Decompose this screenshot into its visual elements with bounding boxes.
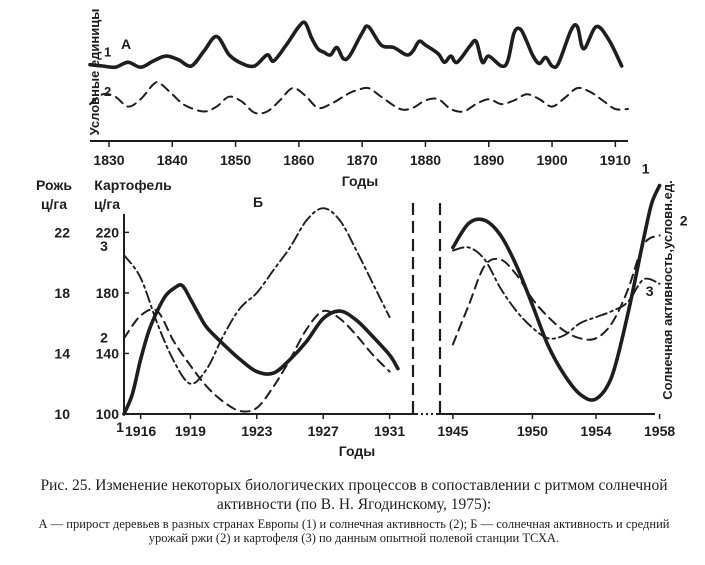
panel-a-x-tick-label: 1880 bbox=[410, 152, 441, 168]
panel-a-x-tick-label: 1840 bbox=[157, 152, 188, 168]
panel-a-x-tick-label: 1830 bbox=[93, 152, 124, 168]
rye-axis-tick-label: 10 bbox=[54, 406, 70, 422]
potato-axis-unit: ц/га bbox=[94, 196, 120, 212]
panel-b-x-tick-label: 1945 bbox=[437, 423, 468, 439]
panel-a-series-1-label: 1 bbox=[104, 45, 111, 60]
panel-b-label: Б bbox=[253, 194, 263, 210]
panel-b-x-tick-label: 1916 bbox=[125, 423, 156, 439]
panel-b-series-1-line bbox=[122, 283, 400, 416]
panel-b-x-tick-label: 1931 bbox=[374, 423, 405, 439]
panel-b-series-2-label: 2 bbox=[100, 329, 108, 345]
potato-axis-tick-label: 220 bbox=[96, 224, 120, 240]
panel-b-x-tick-label: 1954 bbox=[580, 423, 611, 439]
figure-25: Условные единицы А 1830 1840 1850 1860 1870 1… bbox=[36, 9, 688, 459]
rye-axis-tick-label: 14 bbox=[54, 345, 70, 361]
panel-b-x-tick-label: 1927 bbox=[308, 423, 339, 439]
solar-activity-axis-title: Солнечная активность,условн.ед. bbox=[660, 180, 675, 399]
potato-axis-title: Картофель bbox=[94, 177, 172, 193]
panel-a-x-tick-label: 1850 bbox=[220, 152, 251, 168]
panel-b-series-2-line bbox=[123, 308, 391, 413]
rye-axis-tick-label: 22 bbox=[54, 224, 70, 240]
panel-b-series-2-label: 2 bbox=[680, 212, 688, 228]
panel-a-label: А bbox=[121, 36, 131, 52]
potato-axis-tick-label: 180 bbox=[96, 285, 120, 301]
panel-a-x-tick-label: 1860 bbox=[283, 152, 314, 168]
panel-a-x-tick-label: 1890 bbox=[473, 152, 504, 168]
panel-a-series-2-line bbox=[89, 81, 629, 115]
panel-b-x-tick-label: 1919 bbox=[175, 423, 206, 439]
rye-axis-title: Рожь bbox=[36, 177, 72, 193]
panel-b-x-tick-label: 1923 bbox=[241, 423, 272, 439]
panel-b-series-1-line bbox=[451, 183, 662, 402]
panel-b-xlabel: Годы bbox=[339, 443, 375, 459]
panel-b-x-tick-label: 1950 bbox=[517, 423, 548, 439]
potato-axis-tick-label: 140 bbox=[96, 345, 120, 361]
figure-caption-legend: А — прирост деревьев в разных странах Ев… bbox=[38, 517, 670, 545]
panel-a-series-1-line bbox=[88, 20, 624, 70]
panel-a-x-tick-label: 1900 bbox=[536, 152, 567, 168]
potato-axis-tick-label: 100 bbox=[96, 406, 120, 422]
panel-a-chart: Условные единицы А 1830 1840 1850 1860 1870 1… bbox=[87, 9, 631, 189]
panel-a-xlabel: Годы bbox=[342, 173, 378, 189]
panel-b-chart: Рожь ц/га Картофель ц/га Б Солнечная акт… bbox=[36, 160, 688, 459]
panel-a-ylabel: Условные единицы bbox=[87, 9, 102, 136]
panel-a-x-tick-label: 1870 bbox=[347, 152, 378, 168]
panel-b-series-3-line bbox=[451, 246, 661, 340]
panel-a-series-2-label: 2 bbox=[104, 84, 111, 99]
figure-caption: Рис. 25. Изменение некоторых биологическ… bbox=[40, 477, 668, 513]
panel-a-x-tick-label: 1910 bbox=[600, 152, 631, 168]
panel-b-series-3-line bbox=[123, 207, 391, 385]
panel-b-series-1-label: 1 bbox=[116, 419, 124, 435]
panel-b-series-1-label: 1 bbox=[642, 160, 650, 176]
panel-b-x-tick-label: 1958 bbox=[644, 423, 675, 439]
panel-b-series-3-label: 3 bbox=[646, 283, 654, 299]
rye-axis-tick-label: 18 bbox=[54, 285, 70, 301]
rye-axis-unit: ц/га bbox=[41, 196, 67, 212]
panel-b-series-3-label: 3 bbox=[100, 238, 108, 254]
panel-b-series-2-line bbox=[451, 234, 661, 346]
